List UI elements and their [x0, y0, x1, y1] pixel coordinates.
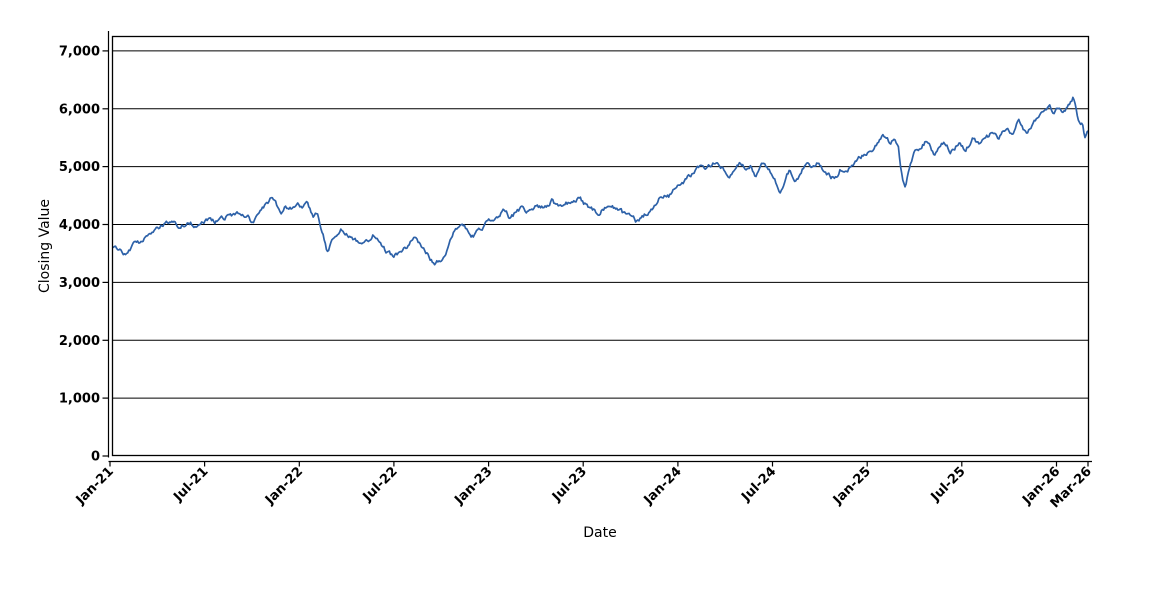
plot-frame — [111, 35, 1090, 457]
axes: 0 1,000 2,000 3,000 4,000 5,000 6,000 7,000 Jan-… — [59, 31, 1095, 511]
y-tick-label: 6,000 — [59, 102, 100, 117]
series-layer — [113, 96, 1088, 266]
x-tick-label: Jan-22 — [262, 464, 306, 508]
x-tick-label: Jan-24 — [641, 464, 685, 508]
y-tick-label: 2,000 — [59, 334, 100, 349]
y-tick-label: 0 — [91, 450, 100, 465]
x-axis-title: Date — [583, 525, 616, 541]
x-tick-label: Jul-21 — [170, 464, 211, 505]
series-line-closing-value — [113, 96, 1088, 266]
x-tick-label: Jul-23 — [549, 464, 590, 505]
x-tick-label: Jan-25 — [830, 464, 874, 508]
x-tick-label: Jul-22 — [360, 464, 401, 505]
plot-border — [111, 35, 1090, 457]
y-tick-label: 5,000 — [59, 160, 100, 175]
x-tick-label: Jul-25 — [928, 464, 969, 505]
x-tick-label: Jan-21 — [73, 464, 117, 508]
y-tick-label: 1,000 — [59, 392, 100, 407]
y-tick-label: 3,000 — [59, 276, 100, 291]
x-tick-label: Jul-24 — [738, 464, 779, 505]
y-tick-label: 4,000 — [59, 218, 100, 233]
x-tick-label: Jan-23 — [451, 464, 495, 508]
y-tick-label: 7,000 — [59, 44, 100, 59]
y-axis-title: Closing Value — [37, 199, 53, 293]
gridlines — [113, 50, 1088, 399]
